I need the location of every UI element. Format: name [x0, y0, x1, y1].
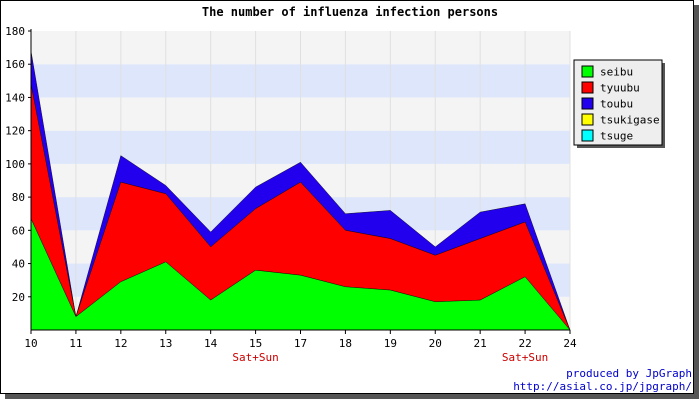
legend-swatch-toubu — [581, 97, 594, 110]
x-tick-label: 12 — [114, 337, 127, 350]
footer-producer: produced by JpGraph — [566, 367, 692, 380]
area-series — [30, 50, 571, 331]
x-tick-label: 15 — [249, 337, 262, 350]
legend-label-toubu: toubu — [600, 98, 633, 111]
x-tick-label: 11 — [69, 337, 82, 350]
axes — [28, 29, 571, 334]
x-tick-label: 17 — [294, 337, 307, 350]
x-tick-label: 13 — [159, 337, 172, 350]
legend-swatch-tyuubu — [581, 81, 594, 94]
y-tick-label: 120 — [5, 125, 25, 138]
x-tick-label: 18 — [339, 337, 352, 350]
y-tick-label: 100 — [5, 158, 25, 171]
x-sublabel: Sat+Sun — [502, 351, 548, 364]
footer-url[interactable]: http://asial.co.jp/jpgraph/ — [513, 380, 692, 393]
x-sublabel: Sat+Sun — [232, 351, 278, 364]
legend-label-tsukigase: tsukigase — [600, 114, 660, 127]
x-tick-label: 22 — [518, 337, 531, 350]
x-tick-label: 14 — [204, 337, 218, 350]
y-tick-label: 140 — [5, 91, 25, 104]
x-tick-label: 24 — [563, 337, 577, 350]
legend-swatch-seibu — [581, 65, 594, 78]
y-tick-label: 60 — [12, 224, 25, 237]
legend: seibu tyuubu toubu tsukigase tsuge — [573, 59, 665, 148]
y-tick-labels: 20 40 60 80 100 120 140 160 180 — [5, 25, 25, 304]
chart-title: The number of influenza infection person… — [202, 5, 498, 19]
x-tick-label: 10 — [24, 337, 37, 350]
y-tick-label: 20 — [12, 291, 25, 304]
x-tick-label: 19 — [384, 337, 397, 350]
legend-swatch-tsuge — [581, 129, 594, 142]
legend-label-seibu: seibu — [600, 66, 633, 79]
y-tick-label: 180 — [5, 25, 25, 38]
y-tick-label: 160 — [5, 58, 25, 71]
legend-label-tsuge: tsuge — [600, 130, 633, 143]
x-tick-label: 21 — [474, 337, 487, 350]
legend-label-tyuubu: tyuubu — [600, 82, 640, 95]
y-tick-label: 40 — [12, 258, 25, 271]
legend-swatch-tsukigase — [581, 113, 594, 126]
x-tick-label: 20 — [429, 337, 442, 350]
y-tick-label: 80 — [12, 191, 25, 204]
